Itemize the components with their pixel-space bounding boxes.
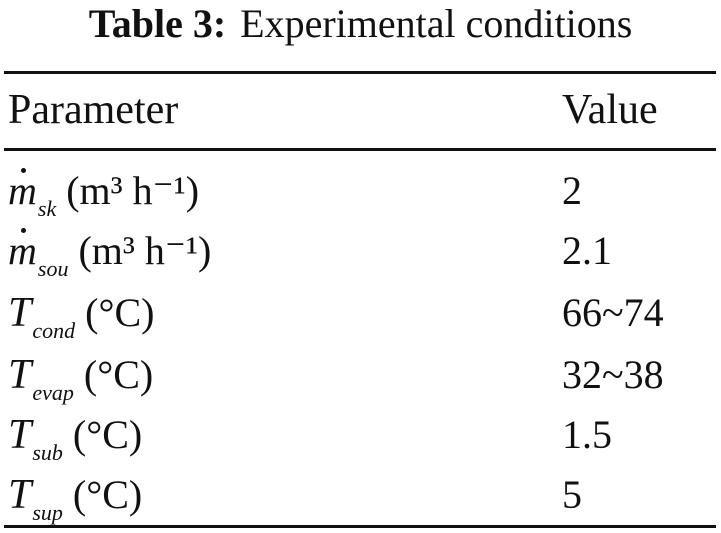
table-row: Tcond (°C) 66~74 [0, 282, 721, 344]
parameter-subscript: cond [32, 318, 76, 343]
header-parameter: Parameter [8, 87, 179, 133]
temperature-symbol: T [8, 412, 32, 458]
bottom-rule [4, 525, 716, 528]
table-row: msk (m³ h⁻¹) 2 [0, 160, 721, 222]
caption-title: Experimental conditions [240, 1, 633, 46]
value-cell: 1.5 [562, 412, 612, 457]
table-header-row: Parameter Value [0, 79, 721, 141]
parameter-subscript: sou [37, 256, 69, 281]
parameter-subscript: evap [32, 380, 74, 405]
parameter-cell: msou (m³ h⁻¹) [8, 220, 211, 282]
parameter-cell: Tsup (°C) [8, 464, 142, 526]
temperature-symbol: T [8, 472, 32, 518]
parameter-unit: (°C) [72, 412, 143, 457]
value-cell: 66~74 [562, 290, 664, 335]
mass-flow-symbol: m [8, 160, 37, 222]
value-cell: 2 [562, 168, 582, 213]
parameter-cell: msk (m³ h⁻¹) [8, 160, 199, 222]
table-row: Tevap (°C) 32~38 [0, 344, 721, 406]
parameter-unit: (m³ h⁻¹) [78, 228, 212, 273]
parameter-unit: (°C) [83, 352, 154, 397]
value-cell: 2.1 [562, 228, 612, 273]
mass-flow-symbol: m [8, 220, 37, 282]
parameter-subscript: sk [37, 196, 57, 221]
caption-label: Table 3: [88, 1, 227, 46]
table-caption: Table 3: Experimental conditions [0, 0, 721, 56]
temperature-symbol: T [8, 290, 32, 336]
parameter-cell: Tcond (°C) [8, 282, 154, 344]
value-cell: 5 [562, 472, 582, 517]
parameter-cell: Tsub (°C) [8, 404, 142, 466]
temperature-symbol: T [8, 352, 32, 398]
header-value: Value [562, 87, 658, 133]
value-cell: 32~38 [562, 352, 664, 397]
parameter-unit: (m³ h⁻¹) [66, 168, 200, 213]
parameter-cell: Tevap (°C) [8, 344, 153, 406]
table-row: Tsub (°C) 1.5 [0, 404, 721, 466]
table-row: Tsup (°C) 5 [0, 464, 721, 526]
top-rule [4, 71, 716, 74]
header-rule [4, 148, 716, 151]
table-row: msou (m³ h⁻¹) 2.1 [0, 220, 721, 282]
parameter-unit: (°C) [72, 472, 143, 517]
parameter-subscript: sub [32, 440, 63, 465]
parameter-unit: (°C) [85, 290, 155, 335]
parameter-subscript: sup [32, 500, 63, 525]
